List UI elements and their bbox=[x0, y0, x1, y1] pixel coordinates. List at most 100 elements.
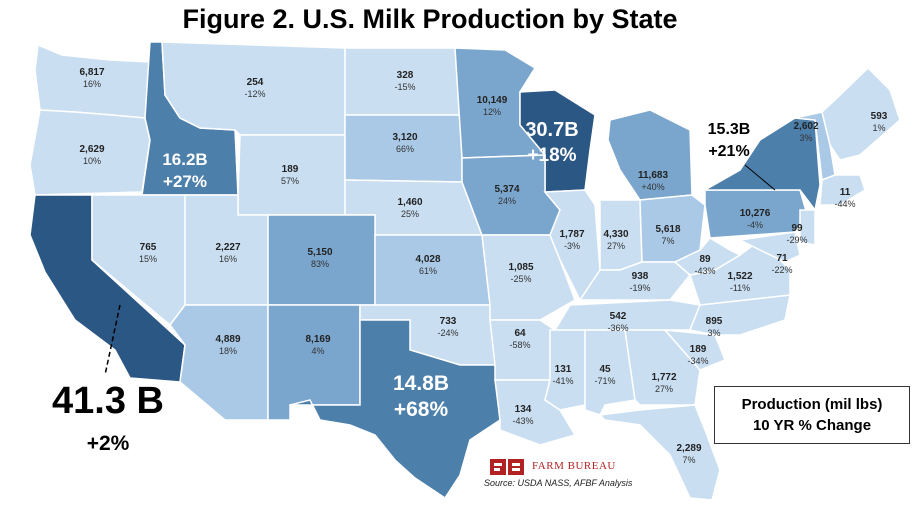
label-change-wa: 16% bbox=[83, 79, 101, 89]
label-value-nc: 895 bbox=[706, 316, 723, 327]
label-change-in: 27% bbox=[607, 241, 625, 251]
label-change-tx: +68% bbox=[394, 398, 449, 421]
label-change-az: 18% bbox=[219, 346, 237, 356]
label-value-ga: 1,772 bbox=[651, 372, 676, 383]
label-value-mo: 1,085 bbox=[508, 262, 533, 273]
page-title: Figure 2. U.S. Milk Production by State bbox=[182, 4, 678, 34]
brand-name: FARM BUREAU bbox=[532, 460, 616, 472]
label-value-wv: 89 bbox=[699, 254, 711, 265]
label-change-ut: 16% bbox=[219, 254, 237, 264]
label-value-il: 1,787 bbox=[559, 229, 584, 240]
label-value-ca: 41.3 B bbox=[52, 380, 164, 422]
label-change-tn: -36% bbox=[607, 323, 628, 333]
label-change-ks: 61% bbox=[419, 266, 437, 276]
label-change-or: 10% bbox=[83, 156, 101, 166]
farm-bureau-logo: FARM BUREAU bbox=[488, 456, 668, 480]
state-ma-ct bbox=[819, 174, 866, 206]
label-value-ne: 1,460 bbox=[397, 197, 422, 208]
label-value-tn: 542 bbox=[610, 311, 627, 322]
label-change-nc: 3% bbox=[707, 328, 720, 338]
label-change-mi: +40% bbox=[641, 182, 664, 192]
label-change-mt: -12% bbox=[244, 89, 265, 99]
leader-line-ny bbox=[744, 164, 776, 191]
label-value-ut: 2,227 bbox=[215, 242, 240, 253]
label-change-ok: -24% bbox=[437, 328, 458, 338]
state-wy bbox=[237, 134, 346, 216]
label-value-la: 134 bbox=[515, 404, 532, 415]
label-change-mn: 12% bbox=[483, 107, 501, 117]
label-value-ky: 938 bbox=[632, 271, 649, 282]
label-value-al: 45 bbox=[599, 364, 611, 375]
label-value-wy: 189 bbox=[282, 164, 299, 175]
label-value-pa: 10,276 bbox=[740, 208, 771, 219]
label-value-md: 71 bbox=[776, 253, 788, 264]
label-change-wv: -43% bbox=[694, 266, 715, 276]
label-value-mt: 254 bbox=[247, 77, 264, 88]
label-value-sd: 3,120 bbox=[392, 132, 417, 143]
state-az bbox=[169, 304, 269, 421]
label-value-me: 593 bbox=[871, 111, 888, 122]
label-value-ny: 15.3B bbox=[708, 121, 751, 138]
state-tx bbox=[289, 319, 501, 500]
label-change-ca: +2% bbox=[87, 432, 130, 455]
label-value-mn: 10,149 bbox=[477, 95, 508, 106]
label-value-id: 16.2B bbox=[162, 150, 207, 169]
label-change-oh: 7% bbox=[661, 236, 674, 246]
label-change-ia: 24% bbox=[498, 196, 516, 206]
label-change-ny: +21% bbox=[708, 143, 749, 160]
label-change-sc: -34% bbox=[687, 356, 708, 366]
state-wv bbox=[673, 237, 742, 276]
label-change-fl: 7% bbox=[682, 455, 695, 465]
label-change-va: -11% bbox=[730, 283, 750, 293]
label-value-nj: 99 bbox=[791, 223, 803, 234]
legend-line-change: 10 YR % Change bbox=[752, 417, 872, 434]
label-change-al: -71% bbox=[594, 376, 615, 386]
label-value-sc: 189 bbox=[690, 344, 707, 355]
label-change-il: -3% bbox=[564, 241, 580, 251]
label-change-co: 83% bbox=[311, 259, 329, 269]
label-change-ma-ct: -44% bbox=[834, 199, 855, 209]
label-change-ms: -41% bbox=[552, 376, 573, 386]
state-ky bbox=[578, 261, 692, 301]
label-change-ga: 27% bbox=[655, 384, 673, 394]
label-change-pa: -4% bbox=[747, 220, 763, 230]
label-change-mo: -25% bbox=[510, 274, 531, 284]
label-change-md: -22% bbox=[771, 265, 792, 275]
label-value-ms: 131 bbox=[555, 364, 572, 375]
label-value-co: 5,150 bbox=[307, 247, 332, 258]
label-value-tx: 14.8B bbox=[393, 372, 449, 395]
label-value-ia: 5,374 bbox=[494, 184, 519, 195]
label-value-ok: 733 bbox=[440, 316, 457, 327]
label-value-ma-ct: 11 bbox=[840, 187, 851, 198]
label-change-wy: 57% bbox=[281, 176, 299, 186]
label-value-in: 4,330 bbox=[603, 229, 628, 240]
state-sc bbox=[663, 329, 726, 371]
label-change-sd: 66% bbox=[396, 144, 414, 154]
label-value-az: 4,889 bbox=[215, 334, 240, 345]
label-value-ks: 4,028 bbox=[415, 254, 440, 265]
label-change-vt: 3% bbox=[799, 133, 812, 143]
state-ia bbox=[461, 154, 561, 236]
label-value-nd: 328 bbox=[397, 70, 414, 81]
label-value-nv: 765 bbox=[140, 242, 157, 253]
legend-box: Production (mil lbs) 10 YR % Change bbox=[714, 386, 910, 444]
label-value-wa: 6,817 bbox=[79, 67, 104, 78]
farm-bureau-emblem-icon bbox=[490, 459, 524, 475]
label-value-mi: 11,683 bbox=[638, 170, 668, 181]
label-change-id: +27% bbox=[163, 172, 207, 191]
label-change-ar: -58% bbox=[509, 340, 530, 350]
label-value-vt: 2,602 bbox=[793, 121, 818, 132]
label-value-or: 2,629 bbox=[79, 144, 104, 155]
label-value-va: 1,522 bbox=[727, 271, 752, 282]
label-change-la: -43% bbox=[512, 416, 533, 426]
label-change-me: 1% bbox=[872, 123, 885, 133]
label-value-ar: 64 bbox=[514, 328, 526, 339]
label-change-nd: -15% bbox=[394, 82, 415, 92]
state-nm bbox=[267, 304, 361, 421]
leader-line-ca bbox=[104, 304, 121, 376]
label-change-nm: 4% bbox=[311, 346, 324, 356]
label-value-nm: 8,169 bbox=[305, 334, 330, 345]
label-value-wi: 30.7B bbox=[525, 119, 578, 141]
label-change-nj: -29% bbox=[786, 235, 807, 245]
